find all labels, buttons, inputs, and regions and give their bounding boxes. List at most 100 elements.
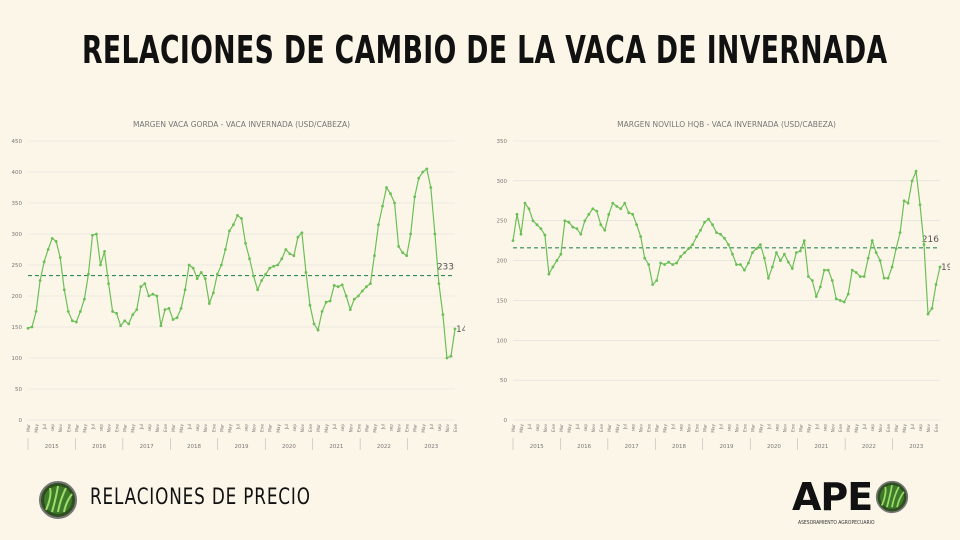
chart-2-data-point — [679, 255, 683, 258]
chart-1-data-point — [240, 217, 243, 220]
chart-2-x-tick-label: Jul — [719, 424, 724, 430]
chart-2-y-tick-label: 200 — [497, 259, 508, 265]
chart-2-year-label: 2016 — [577, 444, 591, 450]
chart-1-data-point — [207, 302, 211, 305]
chart-1-x-tick-label: Jul — [429, 424, 434, 430]
ape-logo-icon — [875, 480, 908, 514]
chart-1-data-point — [127, 322, 131, 326]
chart-1-x-tick-label: May — [131, 423, 136, 432]
chart-2-data-point — [818, 285, 822, 289]
chart-2-data-point — [802, 239, 806, 243]
chart-2-data-point — [743, 268, 746, 272]
chart-1-data-point — [352, 297, 356, 301]
chart-1-x-tick-label: Jul — [139, 424, 144, 430]
chart-2-data-point — [806, 275, 810, 278]
chart-1-y-tick-label: 150 — [12, 325, 23, 331]
chart-2-data-point — [519, 232, 523, 236]
chart-2-x-tick-label: sep — [774, 424, 779, 432]
chart-1-data-point — [42, 260, 46, 264]
chart-1-x-tick-label: Mar — [316, 424, 321, 432]
chart-1-x-tick-label: Jul — [42, 424, 47, 430]
chart-2-data-point — [735, 263, 738, 266]
chart-1-data-point — [78, 310, 82, 313]
chart-2-data-point — [882, 276, 886, 280]
chart-1-x-tick-label: Nov — [252, 423, 257, 432]
chart-1-data-point — [34, 310, 38, 313]
chart-1-data-point — [308, 303, 312, 307]
chart-2-data-point — [571, 225, 575, 229]
chart-1-x-tick-label: Mar — [219, 424, 224, 432]
chart-2-data-point — [531, 219, 535, 223]
chart-2-x-tick-label: May — [758, 423, 763, 432]
chart-2-data-point — [814, 295, 818, 298]
chart-1-data-point — [91, 233, 94, 237]
footer-label: RELACIONES DE PRECIO — [90, 485, 311, 510]
chart-2-x-tick-label: Nov — [830, 423, 835, 432]
chart-2-x-tick-label: May — [854, 423, 859, 432]
chart-2-data-point — [611, 201, 615, 205]
chart-2-data-point — [739, 263, 742, 266]
chart-2-x-tick-label: Mar — [894, 424, 899, 432]
chart-2-x-tick-label: Nov — [639, 423, 644, 432]
chart-1-data-point — [401, 251, 405, 255]
chart-2-data-point — [551, 265, 555, 269]
chart-2-data-point — [663, 263, 667, 266]
chart-2-data-point — [607, 212, 611, 216]
chart-1-x-tick-label: Ene — [211, 424, 216, 432]
chart-1-data-point — [268, 266, 272, 270]
chart-1-y-tick-label: 250 — [12, 263, 23, 269]
chart-1-data-point — [58, 256, 62, 259]
chart-2-data-point — [707, 217, 710, 221]
chart-1-data-point — [155, 294, 159, 298]
chart-2-data-point — [719, 232, 722, 236]
chart-1-data-point — [264, 272, 268, 276]
chart-2-data-point — [794, 251, 798, 255]
chart-1-last-value-label: 147 — [456, 325, 465, 335]
chart-2-y-tick-label: 300 — [497, 179, 508, 185]
chart-1-data-point — [54, 240, 58, 243]
chart-2-data-point — [635, 223, 639, 227]
chart-2-data-point — [535, 223, 539, 227]
chart-1-data-point — [429, 186, 433, 189]
chart-1-data-point — [103, 249, 106, 253]
chart-1-data-point — [389, 192, 392, 196]
chart-2-data-point — [759, 243, 762, 247]
chart-2-data-point — [846, 292, 850, 296]
chart-2-data-point — [691, 243, 694, 247]
chart-2-data-point — [850, 268, 854, 272]
chart-1-data-point — [348, 308, 352, 312]
chart-1-x-tick-label: Nov — [203, 423, 208, 432]
chart-2-data-point — [838, 299, 842, 302]
chart-1-data-point — [393, 201, 396, 205]
chart-2-y-tick-label: 0 — [504, 418, 508, 424]
chart-2-data-point — [862, 275, 866, 278]
chart-1-x-tick-label: Nov — [107, 423, 112, 432]
chart-1-data-point — [280, 257, 284, 261]
chart-1-x-tick-label: sep — [50, 424, 55, 432]
chart-1-x-tick-label: Mar — [123, 424, 128, 432]
chart-1-data-point — [320, 310, 324, 313]
chart-2-data-point — [667, 260, 671, 264]
chart-1-data-point — [46, 248, 50, 251]
chart-1-x-tick-label: May — [324, 423, 329, 432]
chart-1-x-tick-label: Nov — [155, 423, 160, 432]
chart-2-data-point — [874, 251, 878, 255]
chart-1-average-label: 233 — [437, 263, 454, 273]
chart-1-data-point — [119, 324, 123, 328]
chart-2-data-point — [583, 219, 587, 223]
chart-2-data-point — [822, 268, 826, 272]
chart-1-year-label: 2016 — [92, 444, 106, 450]
chart-1-data-point — [364, 285, 368, 289]
chart-2-x-tick-label: May — [615, 423, 620, 432]
chart-2-year-label: 2018 — [672, 444, 686, 450]
chart-1-data-point — [284, 248, 288, 251]
chart-2-data-point — [878, 259, 882, 262]
chart-1-data-point — [95, 232, 98, 236]
chart-1-y-tick-label: 450 — [12, 139, 23, 145]
chart-1-data-point — [82, 297, 86, 301]
chart-1-data-point — [30, 325, 34, 329]
chart-1-data-point — [74, 320, 78, 324]
chart-1-data-point — [50, 236, 54, 240]
chart-1-x-tick-label: Ene — [405, 424, 410, 432]
chart-2-data-point — [595, 209, 599, 213]
